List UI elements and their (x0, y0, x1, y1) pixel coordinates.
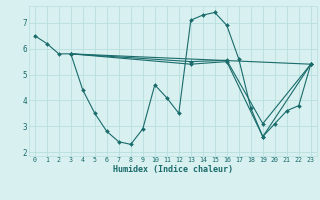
X-axis label: Humidex (Indice chaleur): Humidex (Indice chaleur) (113, 165, 233, 174)
